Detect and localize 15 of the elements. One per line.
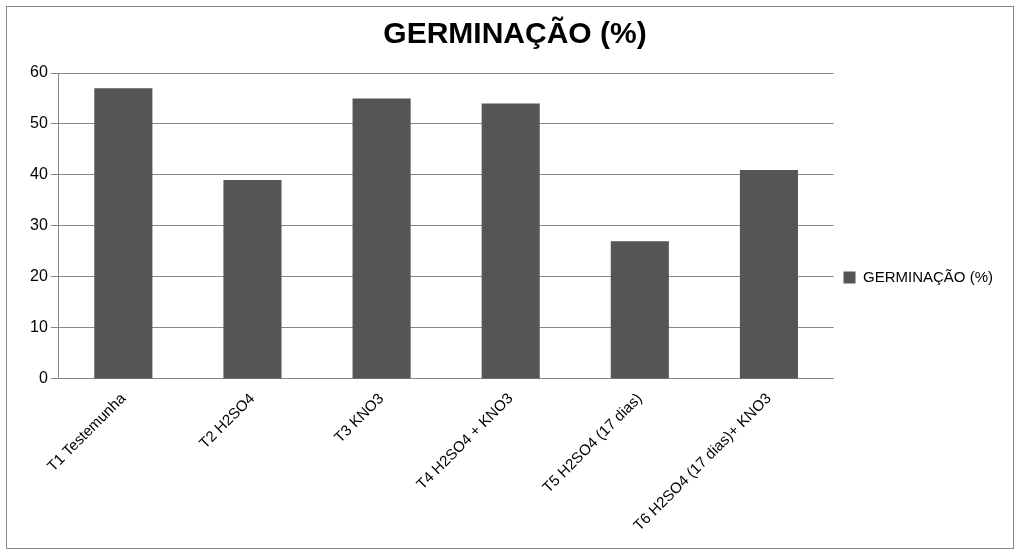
bar <box>739 169 798 379</box>
bar <box>352 98 411 379</box>
bar <box>223 180 282 379</box>
y-tick-label: 50 <box>30 114 48 132</box>
y-tick-label: 40 <box>30 165 48 183</box>
y-tick-label: 30 <box>30 216 48 234</box>
legend-label: GERMINAÇÃO (%) <box>863 267 994 285</box>
y-tick-label: 0 <box>38 369 48 387</box>
y-tick-label: 60 <box>30 63 48 81</box>
bar <box>481 103 540 379</box>
bar <box>610 241 669 379</box>
y-tick-label: 10 <box>30 318 48 336</box>
y-tick-label: 20 <box>30 267 48 285</box>
bar <box>94 88 153 379</box>
chart-title: GERMINAÇÃO (%) <box>383 16 647 50</box>
